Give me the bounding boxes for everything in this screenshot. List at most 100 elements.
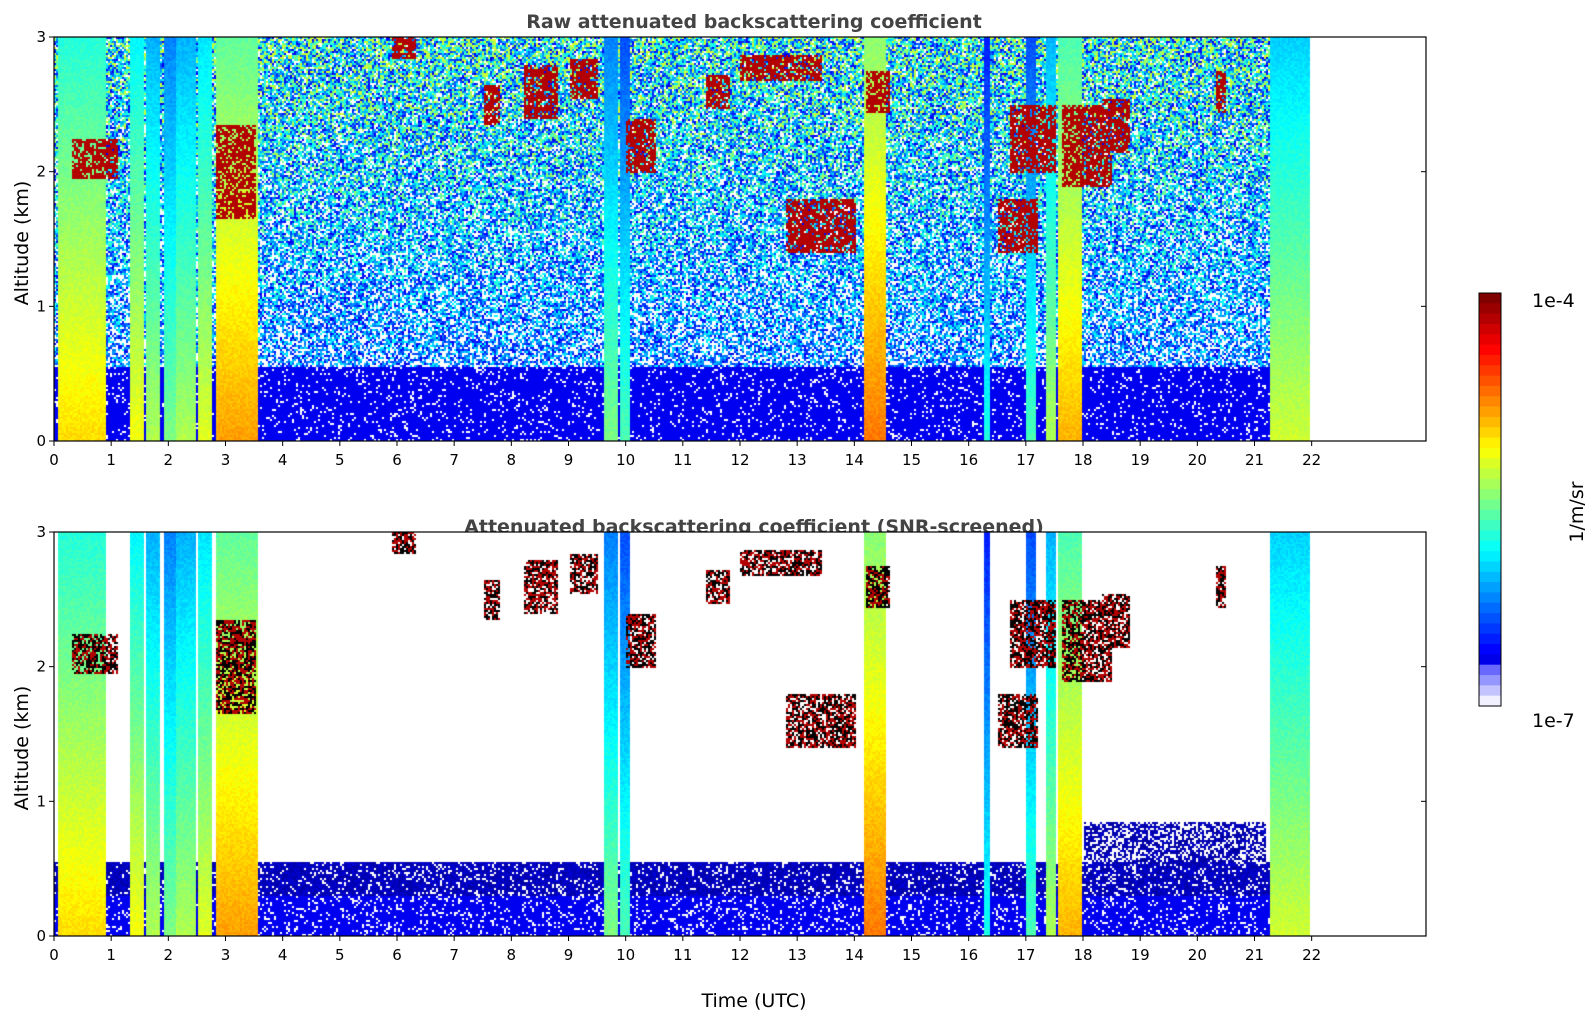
colorbar-segment: [1479, 489, 1501, 501]
colorbar-segment: [1479, 365, 1501, 377]
panel-raw-title: Raw attenuated backscattering coefficien…: [526, 11, 982, 33]
panel-screened: Attenuated backscattering coefficient (S…: [11, 516, 1427, 964]
colorbar-segment: [1479, 293, 1501, 304]
y-tick-label: 3: [36, 28, 46, 46]
panel-raw-plot-area: [54, 37, 1426, 441]
y-tick-label: 1: [36, 297, 46, 315]
x-tick-label: 12: [730, 451, 749, 469]
colorbar-segment: [1479, 695, 1501, 707]
colorbar-segment: [1479, 344, 1501, 356]
x-tick-label: 18: [1073, 451, 1092, 469]
colorbar-segment: [1479, 675, 1501, 686]
colorbar-segment: [1479, 313, 1501, 325]
colorbar-segment: [1479, 602, 1501, 614]
colorbar-segment: [1479, 354, 1501, 366]
x-tick-label: 18: [1073, 946, 1092, 964]
x-tick-label: 17: [1016, 946, 1035, 964]
x-tick-label: 2: [164, 451, 174, 469]
x-tick-label: 14: [845, 946, 864, 964]
colorbar-segment: [1479, 396, 1501, 408]
colorbar-segment: [1479, 478, 1501, 490]
y-tick-label: 0: [36, 432, 46, 450]
y-tick-label: 2: [36, 658, 46, 676]
x-tick-label: 13: [788, 946, 807, 964]
y-tick-label: 2: [36, 163, 46, 181]
colorbar-max-label: 1e-4: [1532, 290, 1575, 312]
x-tick-label: 21: [1245, 946, 1264, 964]
x-tick-label: 4: [278, 451, 288, 469]
heatmap-image-1: [54, 532, 1426, 936]
colorbar-segment: [1479, 592, 1501, 604]
colorbar-segment: [1479, 571, 1501, 583]
x-tick-label: 6: [392, 946, 402, 964]
colorbar-segment: [1479, 323, 1501, 335]
colorbar-segment: [1479, 613, 1501, 624]
x-tick-label: 22: [1302, 946, 1321, 964]
colorbar-segment: [1479, 654, 1501, 666]
colorbar-segment: [1479, 385, 1501, 397]
colorbar-segment: [1479, 447, 1501, 459]
x-tick-label: 0: [49, 946, 59, 964]
x-tick-label: 19: [1131, 946, 1150, 964]
colorbar-segment: [1479, 458, 1501, 470]
y-tick-label: 3: [36, 523, 46, 541]
panel-screened-plot-area: [54, 532, 1426, 936]
x-tick-label: 6: [392, 451, 402, 469]
x-tick-label: 16: [959, 946, 978, 964]
colorbar-segment: [1479, 540, 1501, 552]
x-tick-label: 3: [221, 946, 231, 964]
colorbar-segment: [1479, 375, 1501, 387]
colorbar: [1478, 292, 1502, 707]
colorbar-segment: [1479, 509, 1501, 521]
x-tick-label: 5: [335, 451, 345, 469]
x-tick-label: 12: [730, 946, 749, 964]
panel-raw: Raw attenuated backscattering coefficien…: [11, 11, 1427, 469]
colorbar-segment: [1479, 582, 1501, 594]
x-tick-label: 2: [164, 946, 174, 964]
x-tick-label: 10: [616, 946, 635, 964]
x-tick-label: 0: [49, 451, 59, 469]
colorbar-segment: [1479, 633, 1501, 645]
y-tick-label: 1: [36, 792, 46, 810]
colorbar-segment: [1479, 303, 1501, 315]
x-tick-label: 8: [507, 451, 517, 469]
x-tick-label: 1: [106, 946, 116, 964]
x-tick-label: 20: [1188, 451, 1207, 469]
x-tick-label: 17: [1016, 451, 1035, 469]
colorbar-segment: [1479, 499, 1501, 511]
x-tick-label: 15: [902, 946, 921, 964]
colorbar-segment: [1479, 416, 1501, 428]
colorbar-segment: [1479, 427, 1501, 439]
x-tick-label: 3: [221, 451, 231, 469]
colorbar-segment: [1479, 520, 1501, 532]
heatmap-image-0: [54, 37, 1426, 441]
x-tick-label: 21: [1245, 451, 1264, 469]
colorbar-segment: [1479, 685, 1501, 697]
colorbar-segment: [1479, 551, 1501, 563]
x-axis-label: Time (UTC): [700, 990, 806, 1012]
x-tick-label: 20: [1188, 946, 1207, 964]
x-tick-label: 13: [788, 451, 807, 469]
x-tick-label: 11: [673, 451, 692, 469]
x-tick-label: 8: [507, 946, 517, 964]
colorbar-segment: [1479, 437, 1501, 449]
x-tick-label: 9: [564, 451, 574, 469]
colorbar-segment: [1479, 623, 1501, 635]
x-tick-label: 15: [902, 451, 921, 469]
x-tick-label: 16: [959, 451, 978, 469]
x-tick-label: 7: [449, 946, 459, 964]
x-tick-label: 1: [106, 451, 116, 469]
colorbar-segment: [1479, 406, 1501, 418]
panel-raw-ylabel: Altitude (km): [11, 181, 33, 306]
x-tick-label: 14: [845, 451, 864, 469]
x-tick-label: 19: [1131, 451, 1150, 469]
colorbar-frame: [1478, 292, 1502, 707]
x-tick-label: 11: [673, 946, 692, 964]
x-tick-label: 5: [335, 946, 345, 964]
x-tick-label: 22: [1302, 451, 1321, 469]
x-tick-label: 7: [449, 451, 459, 469]
colorbar-segment: [1479, 530, 1501, 542]
